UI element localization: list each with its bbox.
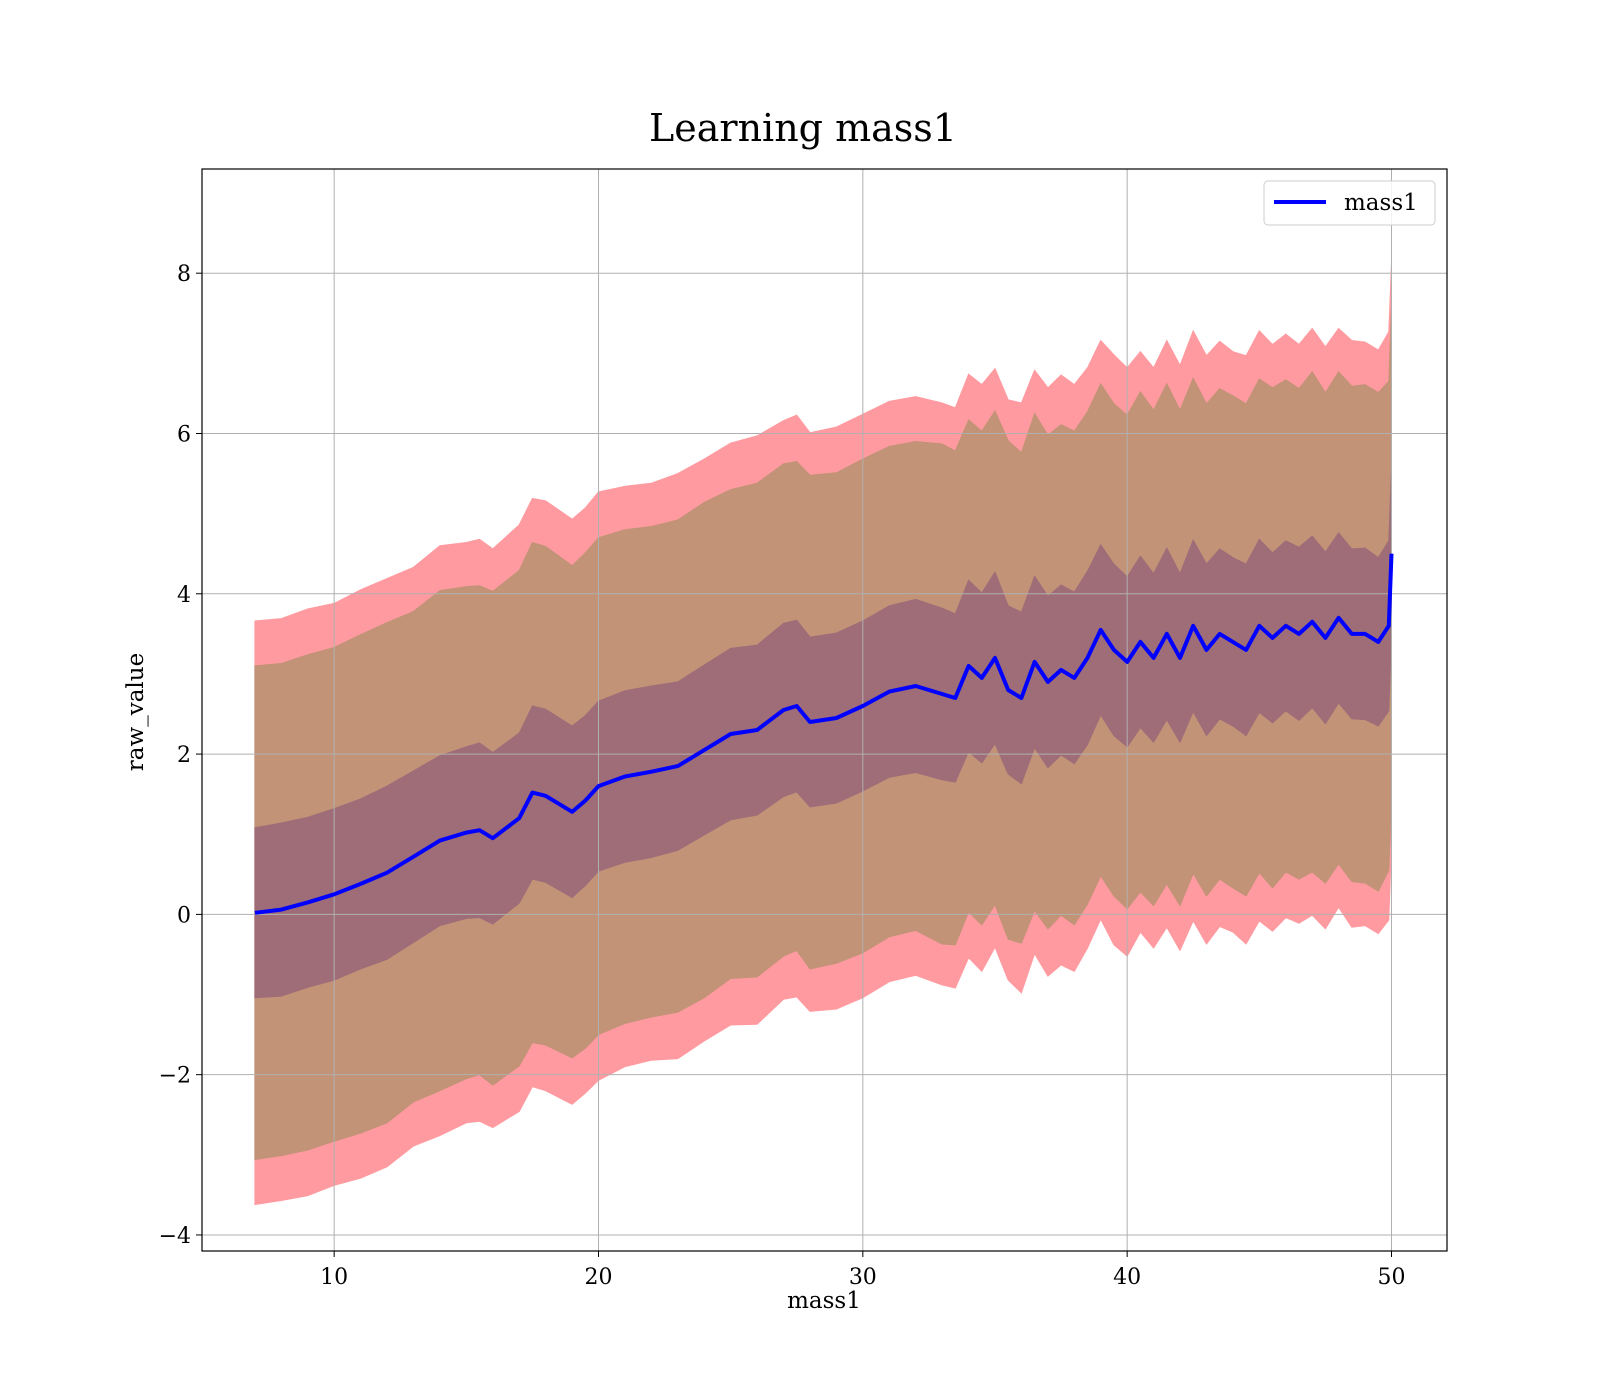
plot-frame — [201, 168, 1448, 1252]
legend-box — [1263, 180, 1436, 226]
x-tick-label: 10 — [320, 1265, 348, 1290]
confidence-bands — [254, 262, 1392, 1206]
plot-area — [201, 168, 1448, 1252]
grid-lines — [202, 169, 1447, 1251]
legend: mass1 — [1263, 180, 1436, 226]
y-tick-label: 2 — [177, 743, 191, 768]
y-axis-ticks: −4 −2 0 2 4 6 8 — [159, 262, 202, 1249]
y-tick-label: 8 — [177, 262, 191, 287]
chart-title: Learning mass1 — [649, 106, 957, 150]
x-axis-ticks: 10 20 30 40 50 — [320, 1251, 1405, 1290]
x-tick-label: 20 — [584, 1265, 612, 1290]
y-tick-label: −2 — [159, 1064, 191, 1089]
y-tick-label: 0 — [177, 903, 191, 928]
x-tick-label: 40 — [1113, 1265, 1141, 1290]
y-tick-label: 6 — [177, 422, 191, 447]
x-tick-label: 30 — [849, 1265, 877, 1290]
y-axis-label: raw_value — [123, 653, 149, 771]
series-lines — [254, 553, 1394, 915]
y-tick-label: 4 — [177, 583, 191, 608]
series-line-mass1 — [254, 553, 1394, 915]
y-tick-label: −4 — [159, 1224, 191, 1249]
x-axis-label: mass1 — [787, 1288, 861, 1314]
legend-label-mass1: mass1 — [1344, 190, 1418, 216]
x-tick-label: 50 — [1377, 1265, 1405, 1290]
